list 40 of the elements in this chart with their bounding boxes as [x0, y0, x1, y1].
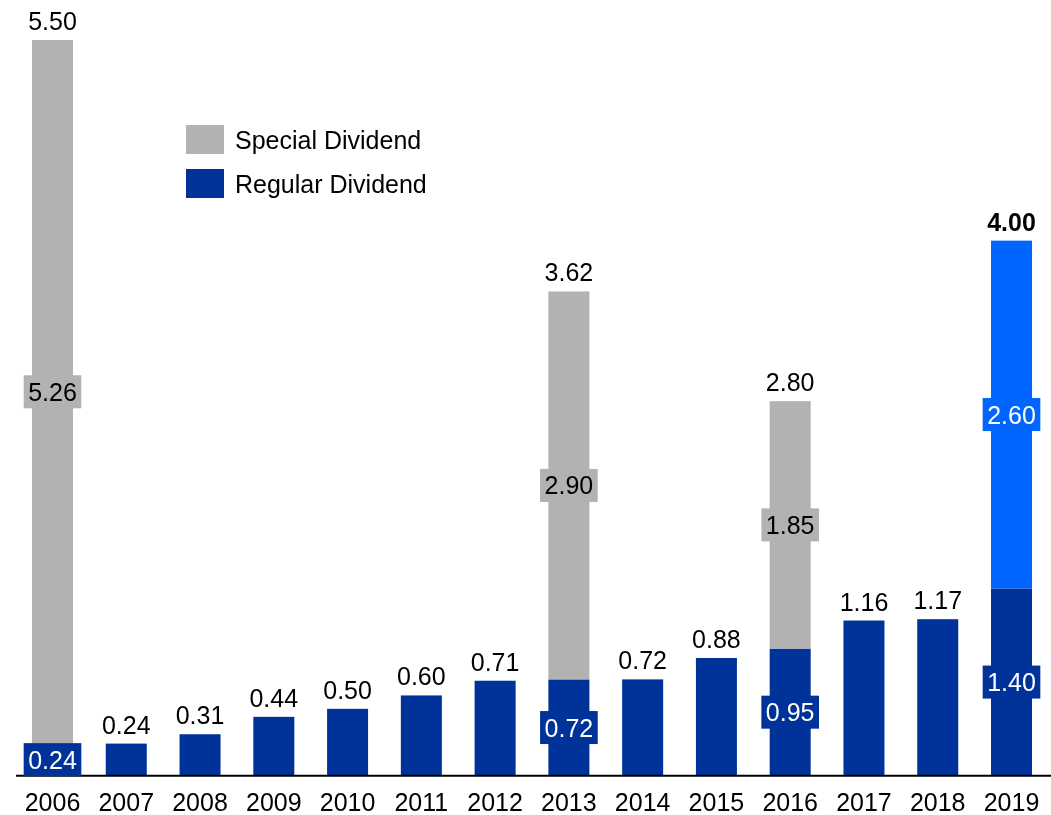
data-label: 0.31 — [175, 701, 225, 730]
data-label: 0.24 — [101, 710, 151, 739]
data-label: 1.17 — [913, 586, 963, 615]
x-tick-label: 2015 — [688, 788, 745, 815]
x-tick-label: 2019 — [983, 788, 1040, 815]
bar — [917, 619, 959, 776]
bar — [400, 695, 442, 776]
data-label: 0.71 — [470, 647, 520, 676]
x-tick-label: 2007 — [98, 788, 155, 815]
data-label: 0.88 — [692, 624, 741, 653]
data-label: 1.16 — [839, 587, 889, 616]
bar — [843, 620, 885, 776]
data-label: 0.72 — [618, 646, 667, 675]
bar — [327, 708, 369, 776]
bar — [179, 734, 221, 776]
bar — [622, 679, 664, 776]
legend-label: Regular Dividend — [235, 170, 427, 198]
bar — [105, 743, 147, 776]
x-tick-label: 2016 — [762, 788, 818, 815]
data-label: 0.44 — [249, 683, 299, 712]
total-label: 5.50 — [28, 7, 77, 35]
total-label: 4.00 — [987, 207, 1036, 236]
x-tick-label: 2012 — [467, 788, 523, 815]
x-tick-label: 2014 — [614, 788, 671, 815]
x-tick-label: 2006 — [24, 788, 81, 815]
legend-label: Special Dividend — [235, 126, 422, 154]
x-tick-label: 2008 — [172, 788, 228, 815]
data-label: 0.50 — [323, 675, 372, 704]
x-tick-label: 2009 — [246, 788, 302, 815]
x-tick-label: 2017 — [836, 788, 892, 815]
x-tick-label: 2018 — [909, 788, 966, 815]
total-label: 3.62 — [544, 258, 594, 287]
bar — [253, 716, 295, 776]
x-tick-label: 2010 — [319, 788, 376, 815]
x-tick-label: 2011 — [394, 788, 449, 815]
bar — [695, 657, 737, 776]
x-tick-label: 2013 — [541, 788, 597, 815]
bar — [474, 680, 516, 776]
data-label: 0.60 — [397, 662, 446, 691]
total-label: 2.80 — [765, 368, 815, 397]
